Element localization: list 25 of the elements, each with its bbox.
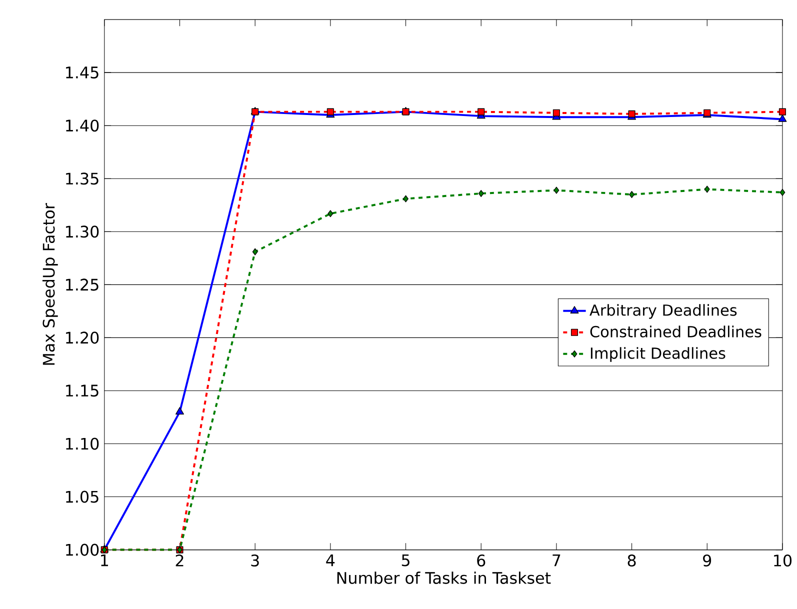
y-tick-label: 1.35 — [66, 172, 98, 184]
y-axis-title: Max SpeedUp Factor — [42, 202, 58, 365]
y-tick-label: 1.40 — [66, 119, 99, 132]
y-tick-label: 1.05 — [66, 490, 98, 503]
y-tick-label: 1.15 — [66, 384, 98, 396]
x-tick-label: 3 — [251, 554, 259, 566]
y-tick-label: 1.30 — [66, 225, 99, 238]
x-tick-label: 2 — [176, 554, 184, 566]
legend-label: Arbitrary Deadlines — [590, 304, 737, 319]
x-tick-label: 1 — [101, 554, 108, 566]
legend-label: Constrained Deadlines — [590, 325, 762, 338]
x-tick-label: 9 — [703, 554, 712, 566]
x-tick-label: 7 — [552, 554, 560, 566]
y-tick-label: 1.10 — [66, 438, 99, 450]
y-tick-label: 1.20 — [66, 331, 99, 344]
x-tick-label: 10 — [774, 554, 792, 566]
x-tick-label: 5 — [402, 554, 410, 566]
x-tick-label: 8 — [628, 554, 636, 566]
y-tick-label: 1.45 — [66, 66, 98, 78]
legend-label: Implicit Deadlines — [590, 346, 726, 362]
x-tick-label: 6 — [477, 554, 486, 566]
x-axis-title: Number of Tasks in Taskset — [337, 571, 551, 584]
y-tick-label: 1.25 — [66, 278, 98, 290]
y-tick-label: 1.00 — [66, 544, 99, 556]
x-tick-label: 4 — [326, 554, 335, 566]
